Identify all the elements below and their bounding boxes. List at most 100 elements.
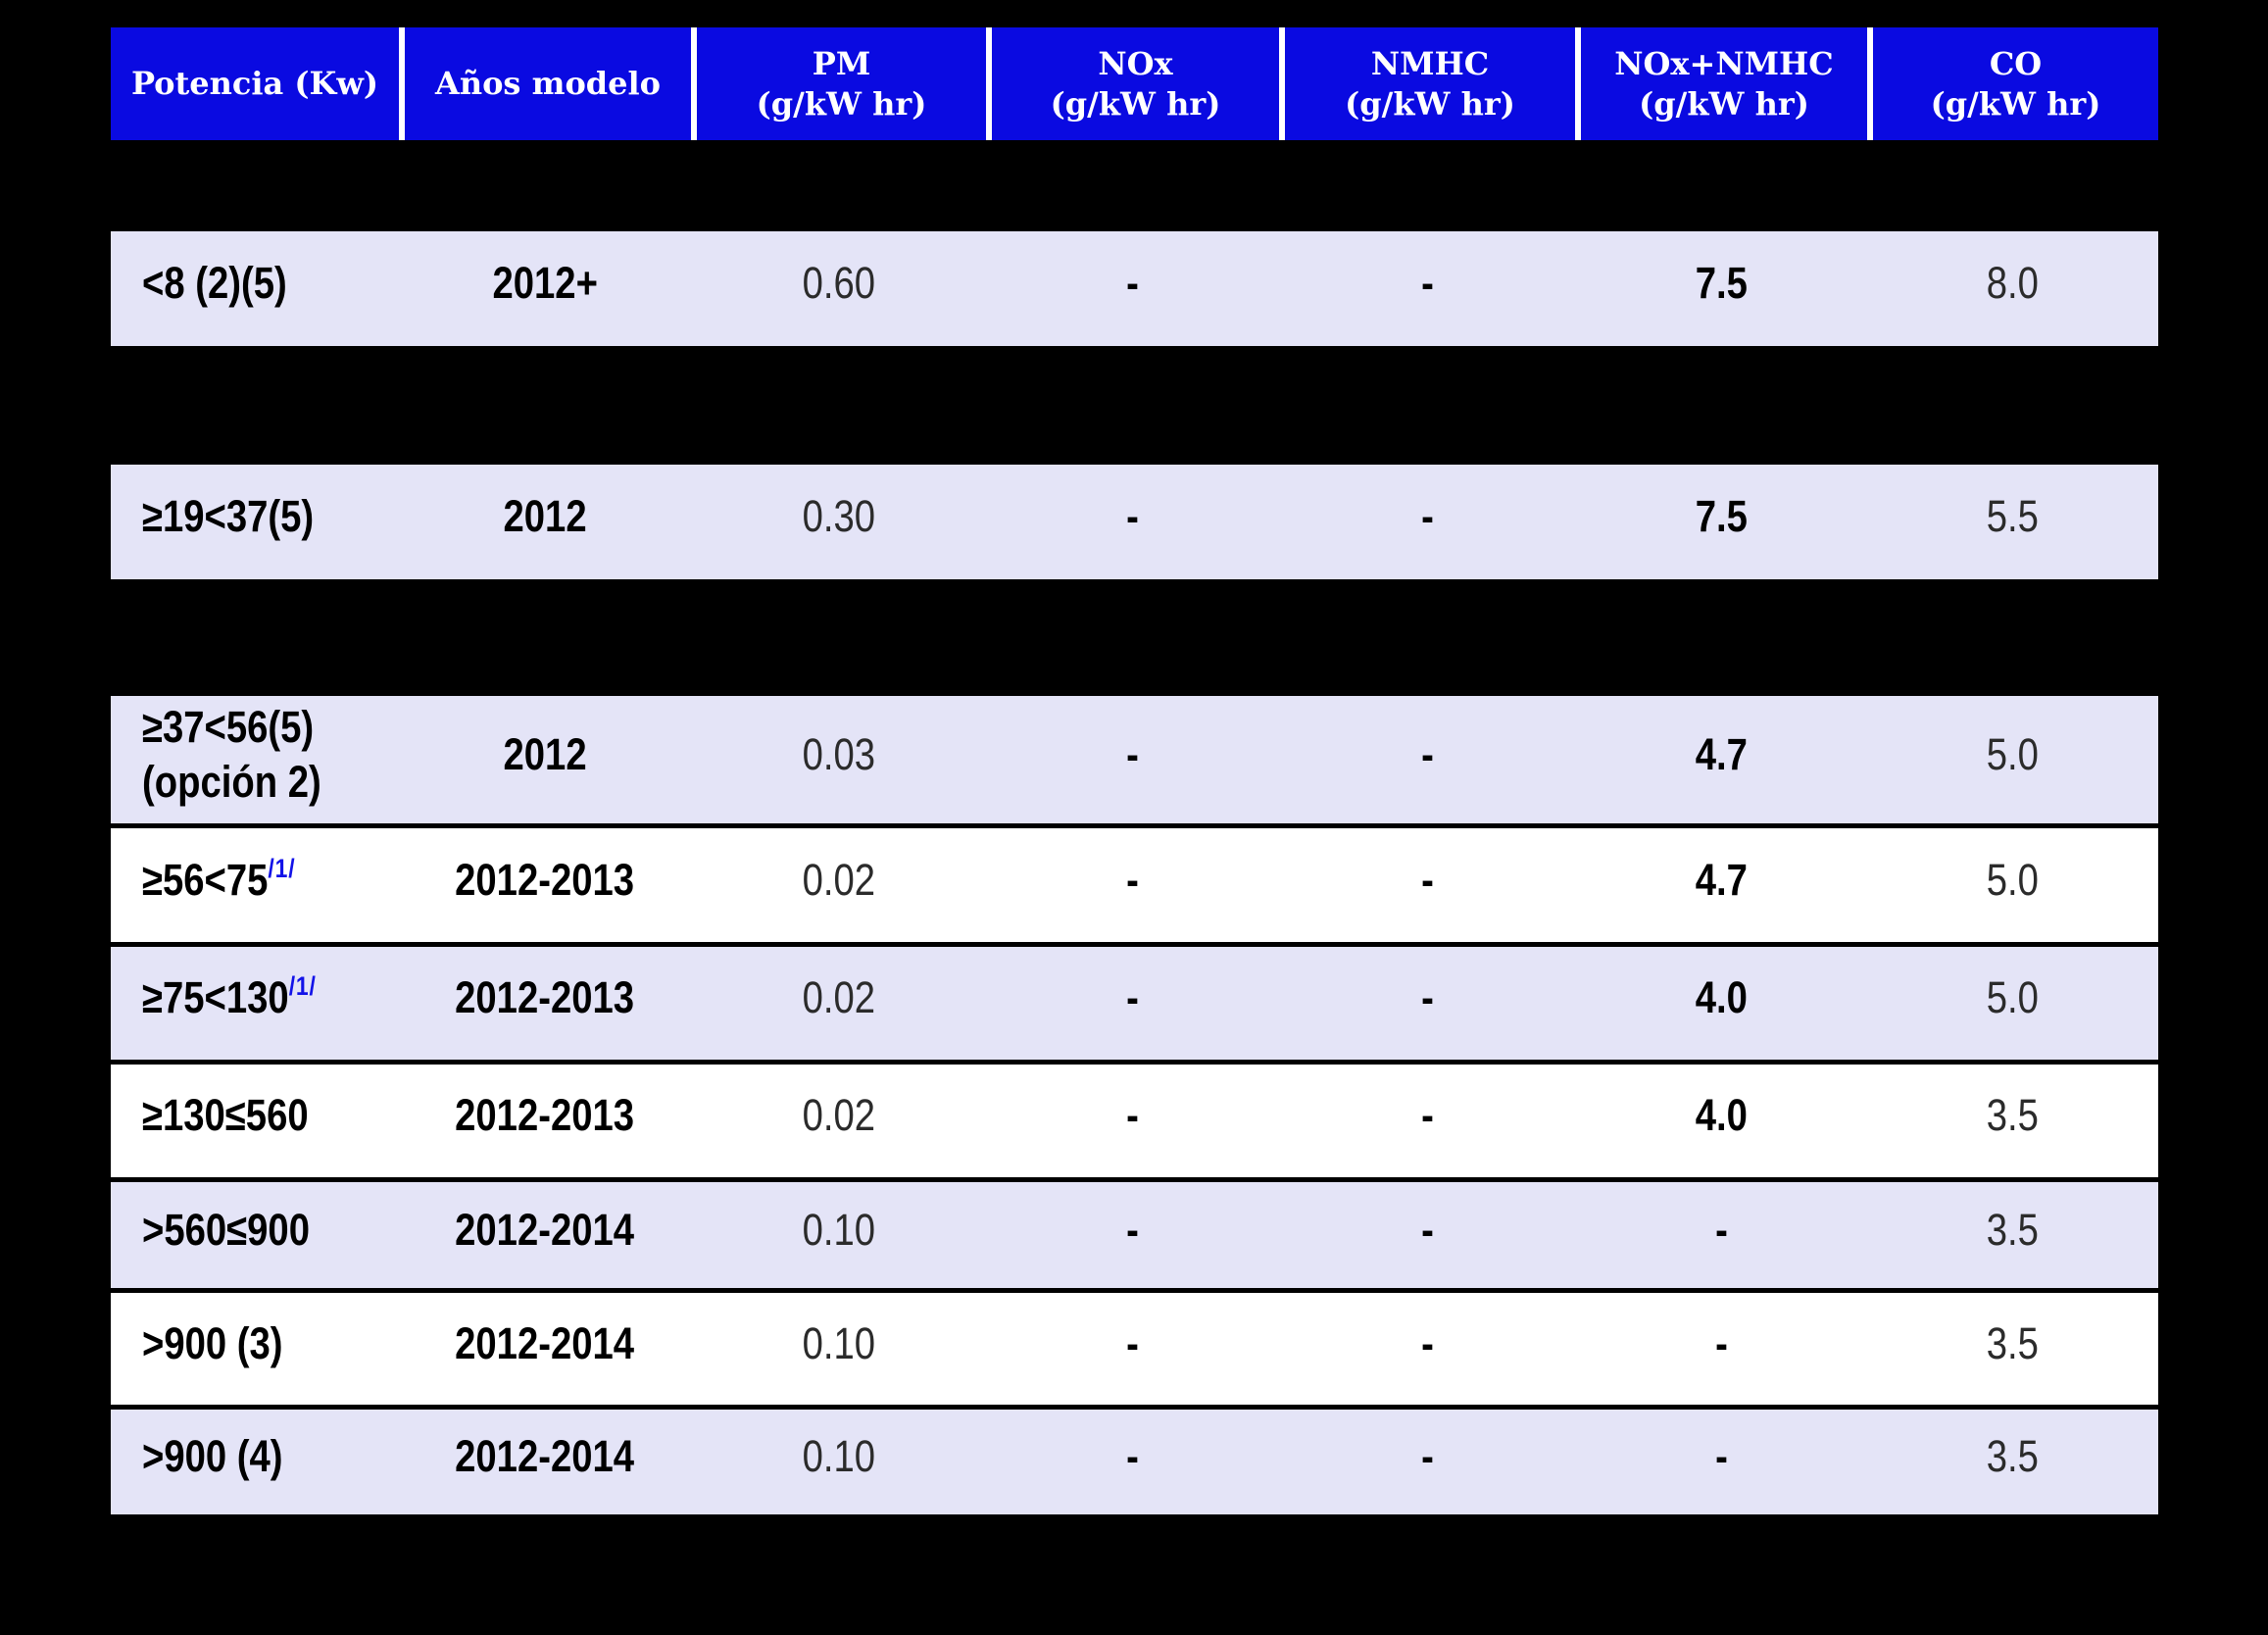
potencia-value: >560≤900 (142, 1204, 310, 1255)
cell-nox-nmhc: 4.0 (1695, 1090, 1748, 1141)
cell-nox: - (1126, 728, 1139, 779)
cell-pm: 0.03 (802, 728, 875, 779)
column-header-unit: (g/kW hr) (1930, 84, 2101, 123)
cell-co: 3.5 (1986, 1090, 2040, 1141)
cell-anos-modelo: 2012-2014 (455, 1204, 635, 1255)
column-header-unit: (g/kW hr) (1050, 84, 1221, 123)
cell-nox: - (1126, 258, 1139, 309)
column-header-label: NOx+NMHC (1614, 44, 1834, 82)
cell-nmhc: - (1420, 1317, 1434, 1368)
cell-nmhc: - (1420, 491, 1434, 542)
column-header-nox: NOx (g/kW hr) (986, 27, 1279, 140)
cell-anos-modelo: 2012-2014 (455, 1317, 635, 1368)
cell-nox: - (1126, 972, 1139, 1023)
cell-nmhc: - (1420, 1090, 1434, 1141)
cell-potencia: ≥75<130/1/ (111, 947, 399, 1060)
cell-anos-modelo: 2012 (503, 491, 587, 542)
cell-pm: 0.02 (802, 1090, 875, 1141)
cell-nox-nmhc: - (1714, 1204, 1728, 1255)
cell-co: 3.5 (1986, 1431, 2040, 1482)
column-header-unit: (g/kW hr) (756, 84, 927, 123)
table-row: ≥56<75/1/ 2012-2013 0.02 - - 4.7 5.0 (111, 828, 2158, 947)
table-row: ≥19<37(5) 2012 0.30 - - 7.5 5.5 (111, 465, 2158, 579)
cell-co: 8.0 (1986, 258, 2040, 309)
cell-co: 3.5 (1986, 1317, 2040, 1368)
cell-potencia: >900 (4) (111, 1410, 399, 1514)
cell-anos-modelo: 2012-2013 (455, 854, 635, 905)
cell-nox: - (1126, 1431, 1139, 1482)
table-row-block: ≥37<56(5) (opción 2) 2012 0.03 - - 4.7 5… (111, 696, 2158, 1514)
cell-pm: 0.10 (802, 1431, 875, 1482)
emissions-standards-table: Potencia (Kw) Años modelo PM (g/kW hr) N… (111, 27, 2158, 1514)
table-gap (111, 579, 2158, 696)
potencia-value: ≥19<37(5) (142, 491, 315, 542)
footnote-ref: /1/ (268, 853, 296, 883)
cell-nox-nmhc: - (1714, 1431, 1728, 1482)
cell-anos-modelo: 2012-2014 (455, 1431, 635, 1482)
cell-nox-nmhc: 7.5 (1695, 258, 1748, 309)
column-header-label: NMHC (1370, 44, 1490, 82)
column-header-unit: (g/kW hr) (1345, 84, 1515, 123)
cell-co: 5.0 (1986, 972, 2040, 1023)
table-gap (111, 346, 2158, 465)
cell-pm: 0.10 (802, 1317, 875, 1368)
potencia-value: >900 (4) (142, 1431, 283, 1482)
cell-pm: 0.60 (802, 258, 875, 309)
cell-potencia: ≥37<56(5) (opción 2) (111, 696, 399, 823)
column-header-pm: PM (g/kW hr) (691, 27, 986, 140)
cell-nmhc: - (1420, 854, 1434, 905)
cell-nox-nmhc: 7.5 (1695, 491, 1748, 542)
potencia-value: ≥37<56(5) (opción 2) (142, 700, 353, 811)
cell-potencia: >560≤900 (111, 1182, 399, 1288)
cell-nmhc: - (1420, 972, 1434, 1023)
cell-nox-nmhc: 4.7 (1695, 854, 1748, 905)
table-row: >560≤900 2012-2014 0.10 - - - 3.5 (111, 1182, 2158, 1293)
potencia-value: ≥56<75/1/ (142, 853, 296, 905)
cell-nmhc: - (1420, 1204, 1434, 1255)
column-header-label: CO (1989, 44, 2043, 82)
column-header-label: Potencia (Kw) (130, 65, 379, 103)
cell-potencia: ≥56<75/1/ (111, 828, 399, 942)
potencia-line2: (opción 2) (142, 757, 321, 807)
table-row: <8 (2)(5) 2012+ 0.60 - - 7.5 8.0 (111, 231, 2158, 346)
cell-co: 5.0 (1986, 728, 2040, 779)
cell-nox: - (1126, 854, 1139, 905)
cell-anos-modelo: 2012 (503, 728, 587, 779)
cell-nmhc: - (1420, 258, 1434, 309)
cell-pm: 0.10 (802, 1204, 875, 1255)
cell-anos-modelo: 2012-2013 (455, 1090, 635, 1141)
cell-nmhc: - (1420, 1431, 1434, 1482)
table-row: >900 (4) 2012-2014 0.10 - - - 3.5 (111, 1410, 2158, 1514)
cell-pm: 0.02 (802, 972, 875, 1023)
table-row: ≥37<56(5) (opción 2) 2012 0.03 - - 4.7 5… (111, 696, 2158, 828)
cell-nmhc: - (1420, 728, 1434, 779)
table-row: ≥130≤560 2012-2013 0.02 - - 4.0 3.5 (111, 1065, 2158, 1182)
potencia-value: >900 (3) (142, 1317, 283, 1368)
column-header-label: PM (812, 44, 871, 82)
cell-potencia: >900 (3) (111, 1293, 399, 1405)
table-row: >900 (3) 2012-2014 0.10 - - - 3.5 (111, 1293, 2158, 1410)
cell-nox-nmhc: 4.0 (1695, 972, 1748, 1023)
cell-anos-modelo: 2012+ (492, 258, 598, 309)
cell-nox: - (1126, 491, 1139, 542)
footnote-ref: /1/ (288, 971, 317, 1002)
cell-nox-nmhc: 4.7 (1695, 728, 1748, 779)
potencia-value: ≥130≤560 (142, 1090, 309, 1141)
column-header-label: Años modelo (434, 65, 662, 103)
cell-pm: 0.02 (802, 854, 875, 905)
cell-co: 3.5 (1986, 1204, 2040, 1255)
cell-co: 5.5 (1986, 491, 2040, 542)
cell-anos-modelo: 2012-2013 (455, 972, 635, 1023)
column-header-potencia: Potencia (Kw) (111, 27, 399, 140)
cell-potencia: <8 (2)(5) (111, 231, 399, 346)
table-gap (111, 140, 2158, 231)
cell-nox-nmhc: - (1714, 1317, 1728, 1368)
cell-potencia: ≥130≤560 (111, 1065, 399, 1177)
column-header-label: NOx (1098, 44, 1173, 82)
cell-potencia: ≥19<37(5) (111, 465, 399, 579)
cell-nox: - (1126, 1204, 1139, 1255)
table-header-row: Potencia (Kw) Años modelo PM (g/kW hr) N… (111, 27, 2158, 140)
cell-pm: 0.30 (802, 491, 875, 542)
potencia-value: <8 (2)(5) (142, 258, 287, 309)
